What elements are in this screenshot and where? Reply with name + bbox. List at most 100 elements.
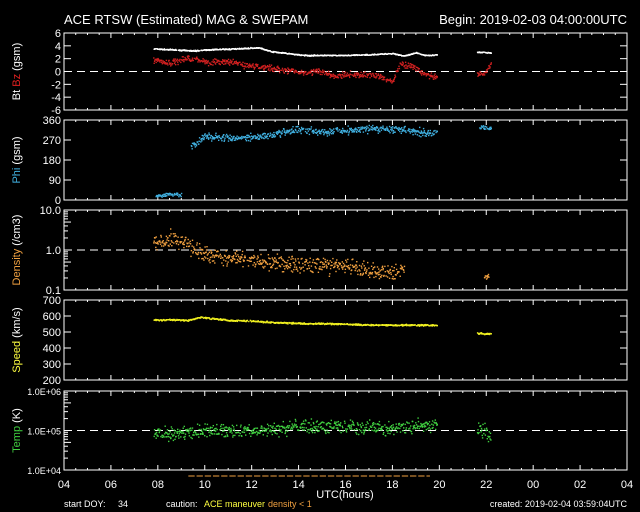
data-point: [218, 255, 220, 257]
data-point: [164, 425, 166, 427]
data-point: [294, 264, 296, 266]
data-point: [238, 260, 241, 263]
data-point: [200, 248, 202, 251]
data-point: [312, 323, 315, 326]
data-point: [319, 131, 322, 133]
data-point: [318, 130, 320, 133]
data-point: [353, 75, 355, 77]
data-point: [195, 317, 197, 319]
data-point: [310, 418, 313, 420]
data-point: [233, 139, 236, 141]
data-point: [259, 432, 261, 434]
data-point: [357, 273, 359, 276]
data-point: [202, 138, 204, 140]
data-point: [398, 422, 401, 425]
data-point: [183, 243, 185, 246]
data-point: [361, 126, 364, 128]
data-point: [263, 427, 265, 429]
data-point: [402, 130, 404, 132]
data-point: [278, 428, 280, 430]
data-point: [272, 430, 275, 432]
data-point: [429, 129, 431, 132]
data-point: [411, 433, 413, 435]
data-point: [182, 432, 185, 434]
data-point: [428, 78, 431, 80]
data-point: [198, 59, 201, 62]
data-point: [281, 263, 283, 266]
data-point: [209, 258, 211, 261]
data-point: [286, 130, 288, 132]
data-point: [225, 62, 227, 65]
data-point: [303, 322, 306, 324]
data-point: [477, 75, 479, 77]
data-point: [194, 143, 196, 145]
data-point: [222, 48, 224, 50]
data-point: [204, 133, 206, 135]
data-point: [259, 47, 261, 49]
data-point: [263, 132, 266, 135]
data-point: [423, 74, 425, 76]
data-point: [227, 429, 230, 431]
data-point: [300, 72, 302, 75]
data-point: [308, 422, 311, 424]
data-point: [291, 255, 293, 258]
data-point: [369, 425, 372, 427]
data-point: [211, 61, 213, 63]
data-point: [401, 266, 404, 269]
data-point: [232, 63, 235, 65]
data-point: [271, 321, 273, 323]
data-point: [166, 239, 168, 241]
data-point: [395, 126, 397, 128]
data-point: [279, 136, 282, 138]
data-point: [218, 59, 220, 62]
data-point: [370, 272, 372, 274]
data-point: [291, 68, 293, 70]
data-point: [266, 428, 268, 430]
data-point: [270, 68, 272, 70]
data-point: [243, 68, 245, 70]
data-point: [202, 249, 204, 251]
data-point: [305, 420, 307, 422]
data-point: [173, 192, 176, 195]
data-point: [255, 321, 257, 323]
data-point: [403, 129, 405, 131]
data-point: [319, 423, 321, 425]
data-point: [395, 274, 397, 276]
data-point: [336, 427, 339, 429]
data-point: [213, 317, 215, 320]
data-point: [337, 420, 340, 423]
data-point: [341, 77, 343, 79]
data-point: [297, 71, 299, 73]
data-point: [301, 54, 304, 56]
data-point: [284, 68, 286, 70]
data-point: [220, 427, 222, 430]
data-point: [276, 131, 278, 133]
data-point: [164, 195, 166, 197]
data-point: [363, 433, 365, 435]
data-point: [356, 261, 358, 263]
data-point: [229, 61, 231, 63]
data-point: [294, 425, 296, 427]
data-point: [368, 267, 370, 269]
data-point: [391, 130, 393, 132]
data-point: [268, 64, 271, 66]
data-point: [426, 54, 428, 56]
data-point: [218, 256, 220, 258]
data-point: [489, 128, 492, 130]
data-point: [235, 432, 237, 434]
y-tick-label: 4: [55, 41, 61, 53]
data-point: [281, 271, 284, 273]
data-point: [382, 127, 384, 129]
data-point: [182, 241, 185, 244]
data-point: [260, 135, 262, 137]
data-point: [385, 426, 387, 428]
data-point: [263, 137, 265, 140]
data-point: [257, 321, 259, 323]
data-point: [371, 129, 374, 131]
data-point: [164, 244, 166, 246]
series-phi: [155, 192, 183, 198]
data-point: [196, 56, 198, 58]
data-point: [277, 67, 280, 69]
data-point: [164, 243, 167, 245]
